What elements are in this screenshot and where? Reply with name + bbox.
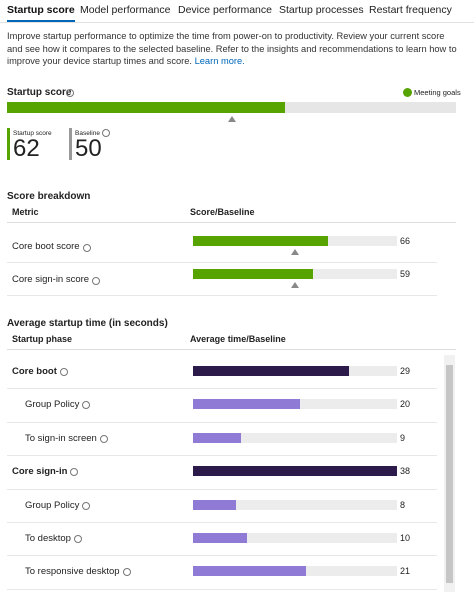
- baseline-marker: [291, 249, 299, 255]
- info-icon: [82, 401, 90, 410]
- time-bar: [193, 566, 306, 577]
- section-title: Startup score: [7, 87, 72, 98]
- row-divider: [7, 522, 437, 523]
- info-icon: [102, 129, 110, 137]
- phase-label: Core boot: [12, 366, 57, 377]
- intro: Improve startup performance to optimize …: [7, 30, 462, 68]
- row-divider: [7, 421, 437, 423]
- metric-label: Core boot score: [12, 241, 80, 252]
- info-icon: [100, 434, 108, 443]
- time-bar: [193, 466, 397, 477]
- row-divider: [7, 262, 437, 263]
- value-label: 8: [400, 499, 406, 510]
- info-icon: [123, 568, 131, 577]
- value-label: 66: [400, 236, 411, 246]
- row-divider: [7, 455, 437, 457]
- phase-label: Group Policy: [25, 399, 80, 411]
- intro-text: Improve startup performance to optimize …: [7, 31, 457, 66]
- bar-track: [193, 533, 397, 543]
- phase-label: To sign-in screen: [25, 432, 97, 444]
- row-divider: [7, 388, 437, 390]
- info-icon: [66, 89, 74, 97]
- info-icon: [74, 535, 82, 543]
- bar-track: [193, 432, 397, 443]
- column-header: Startup phase: [12, 334, 73, 344]
- tab[interactable]: Model performance: [80, 4, 171, 16]
- section-title: Score breakdown: [7, 191, 91, 202]
- tab[interactable]: Device performance: [178, 4, 272, 16]
- header-divider: [7, 222, 456, 223]
- tab[interactable]: Startup processes: [279, 4, 364, 16]
- status-icon: [403, 88, 412, 97]
- time-bar: [193, 533, 247, 543]
- value-label: 9: [400, 432, 406, 443]
- status: Meeting goals: [414, 88, 461, 97]
- tab[interactable]: Restart frequency: [369, 4, 452, 16]
- column-header: Average time/Baseline: [190, 334, 286, 344]
- baseline-marker: [227, 116, 236, 122]
- active-tab-indicator: [7, 20, 75, 22]
- time-bar: [193, 432, 242, 443]
- baseline-accent: [69, 128, 72, 160]
- metric-label: Core sign-in score: [12, 274, 90, 285]
- bar-track: [193, 499, 397, 510]
- info-icon: [60, 368, 68, 376]
- phase-label: Group Policy: [25, 499, 80, 511]
- row-divider: [7, 555, 437, 557]
- value-label: 20: [400, 399, 411, 410]
- value-label: 59: [400, 269, 411, 279]
- baseline-label: Baseline: [75, 130, 100, 137]
- scrollbar-thumb[interactable]: [446, 365, 453, 583]
- header-divider: [7, 349, 456, 350]
- phase-label: To responsive desktop: [25, 566, 120, 578]
- info-icon: [82, 501, 90, 510]
- score-bar: [193, 236, 328, 246]
- time-bar: [193, 399, 301, 410]
- learn-more-link[interactable]: Learn more.: [194, 56, 245, 66]
- phase-label: Core sign-in: [12, 466, 68, 478]
- score-accent: [7, 128, 10, 160]
- score-value: 62: [13, 135, 40, 162]
- score-bar: [7, 102, 286, 113]
- value-label: 38: [400, 466, 411, 477]
- baseline-value: 50: [75, 135, 102, 162]
- phase-label: To desktop: [25, 533, 71, 544]
- info-icon: [92, 277, 100, 285]
- row-divider: [7, 295, 437, 296]
- section-title: Average startup time (in seconds): [7, 318, 168, 329]
- info-icon: [70, 468, 78, 477]
- value-label: 29: [400, 366, 411, 376]
- time-bar: [193, 366, 349, 376]
- tab-underline: [0, 22, 474, 23]
- time-bar: [193, 499, 236, 510]
- value-label: 10: [400, 533, 411, 543]
- column-header: Metric: [12, 207, 39, 217]
- score-label: Startup score: [13, 130, 52, 137]
- row-divider: [7, 488, 437, 490]
- tab[interactable]: Startup score: [7, 4, 75, 16]
- score-bar: [193, 269, 314, 279]
- info-icon: [83, 244, 91, 252]
- baseline-marker: [291, 282, 299, 288]
- row-divider: [7, 588, 437, 590]
- value-label: 21: [400, 566, 411, 577]
- column-header: Score/Baseline: [190, 207, 255, 217]
